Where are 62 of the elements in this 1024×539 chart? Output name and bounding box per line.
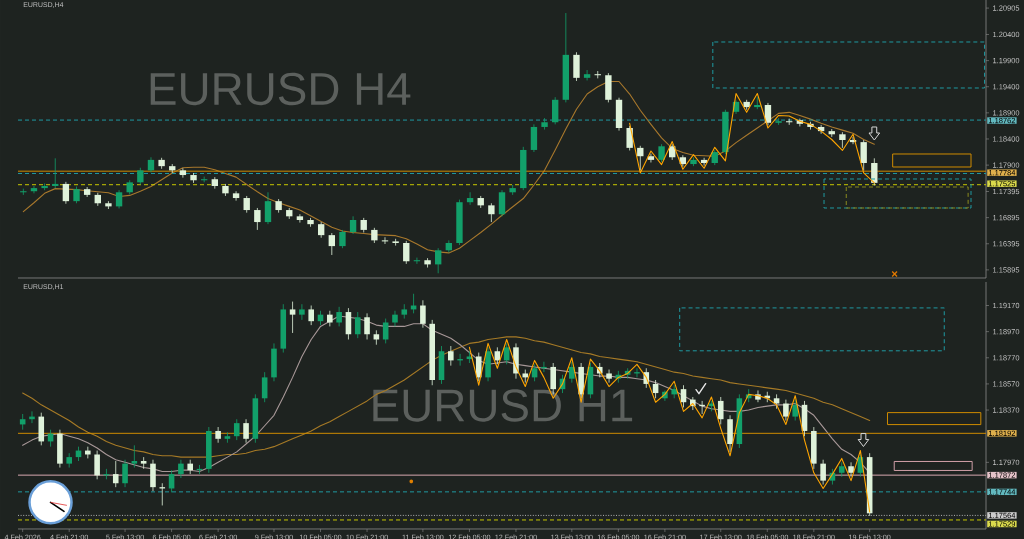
candlestick — [552, 96, 559, 125]
candlestick — [754, 96, 761, 110]
candlestick — [336, 306, 342, 327]
annotation: EURUSD H4 — [150, 72, 411, 106]
candlestick — [52, 157, 59, 189]
candlestick — [569, 361, 575, 384]
candlestick — [647, 153, 655, 163]
candlestick — [122, 459, 128, 488]
candlestick — [94, 450, 100, 480]
candlestick — [115, 189, 123, 209]
annotation: EURUSD H1 — [373, 389, 633, 422]
candlestick — [626, 125, 633, 151]
candlestick — [392, 310, 398, 327]
candlestick — [475, 352, 482, 382]
candlestick — [339, 229, 346, 249]
candlestick — [112, 460, 119, 488]
candlestick — [403, 240, 410, 265]
candlestick — [224, 431, 231, 444]
candlestick — [573, 51, 580, 82]
candlestick — [764, 102, 772, 126]
candlestick — [583, 69, 591, 81]
candlestick — [606, 369, 612, 384]
candlestick — [20, 188, 27, 196]
candlestick — [448, 345, 454, 367]
candlestick — [308, 305, 314, 326]
candlestick — [328, 232, 335, 256]
candlestick — [232, 190, 240, 202]
candlestick — [140, 456, 147, 470]
candlestick — [637, 145, 644, 171]
candlestick — [264, 191, 272, 225]
candlestick — [41, 183, 48, 191]
candlestick — [522, 369, 529, 384]
candlestick — [860, 139, 867, 171]
candlestick — [871, 157, 878, 186]
candlestick — [62, 181, 70, 205]
candlestick — [150, 459, 156, 492]
candlestick — [289, 301, 296, 334]
candlestick — [420, 299, 426, 329]
candlestick — [254, 207, 261, 231]
candlestick — [848, 461, 854, 478]
candlestick — [354, 311, 361, 339]
candlestick — [820, 459, 826, 485]
candlestick — [530, 123, 538, 153]
candlestick — [131, 444, 138, 468]
candlestick — [775, 117, 782, 126]
candlestick — [792, 399, 798, 421]
candlestick — [30, 185, 38, 194]
candlestick — [296, 213, 304, 223]
candlestick — [434, 247, 442, 274]
candlestick — [717, 396, 724, 425]
candlestick — [364, 312, 370, 340]
candlestick — [299, 303, 305, 321]
candlestick — [498, 189, 506, 217]
candlestick — [488, 202, 495, 223]
candlestick — [233, 418, 240, 441]
candlestick — [392, 238, 399, 246]
candlestick — [261, 371, 268, 403]
candlestick — [243, 418, 249, 444]
candlestick — [783, 399, 789, 421]
candlestick — [178, 459, 184, 479]
candlestick — [179, 167, 187, 179]
candlestick — [215, 426, 221, 444]
